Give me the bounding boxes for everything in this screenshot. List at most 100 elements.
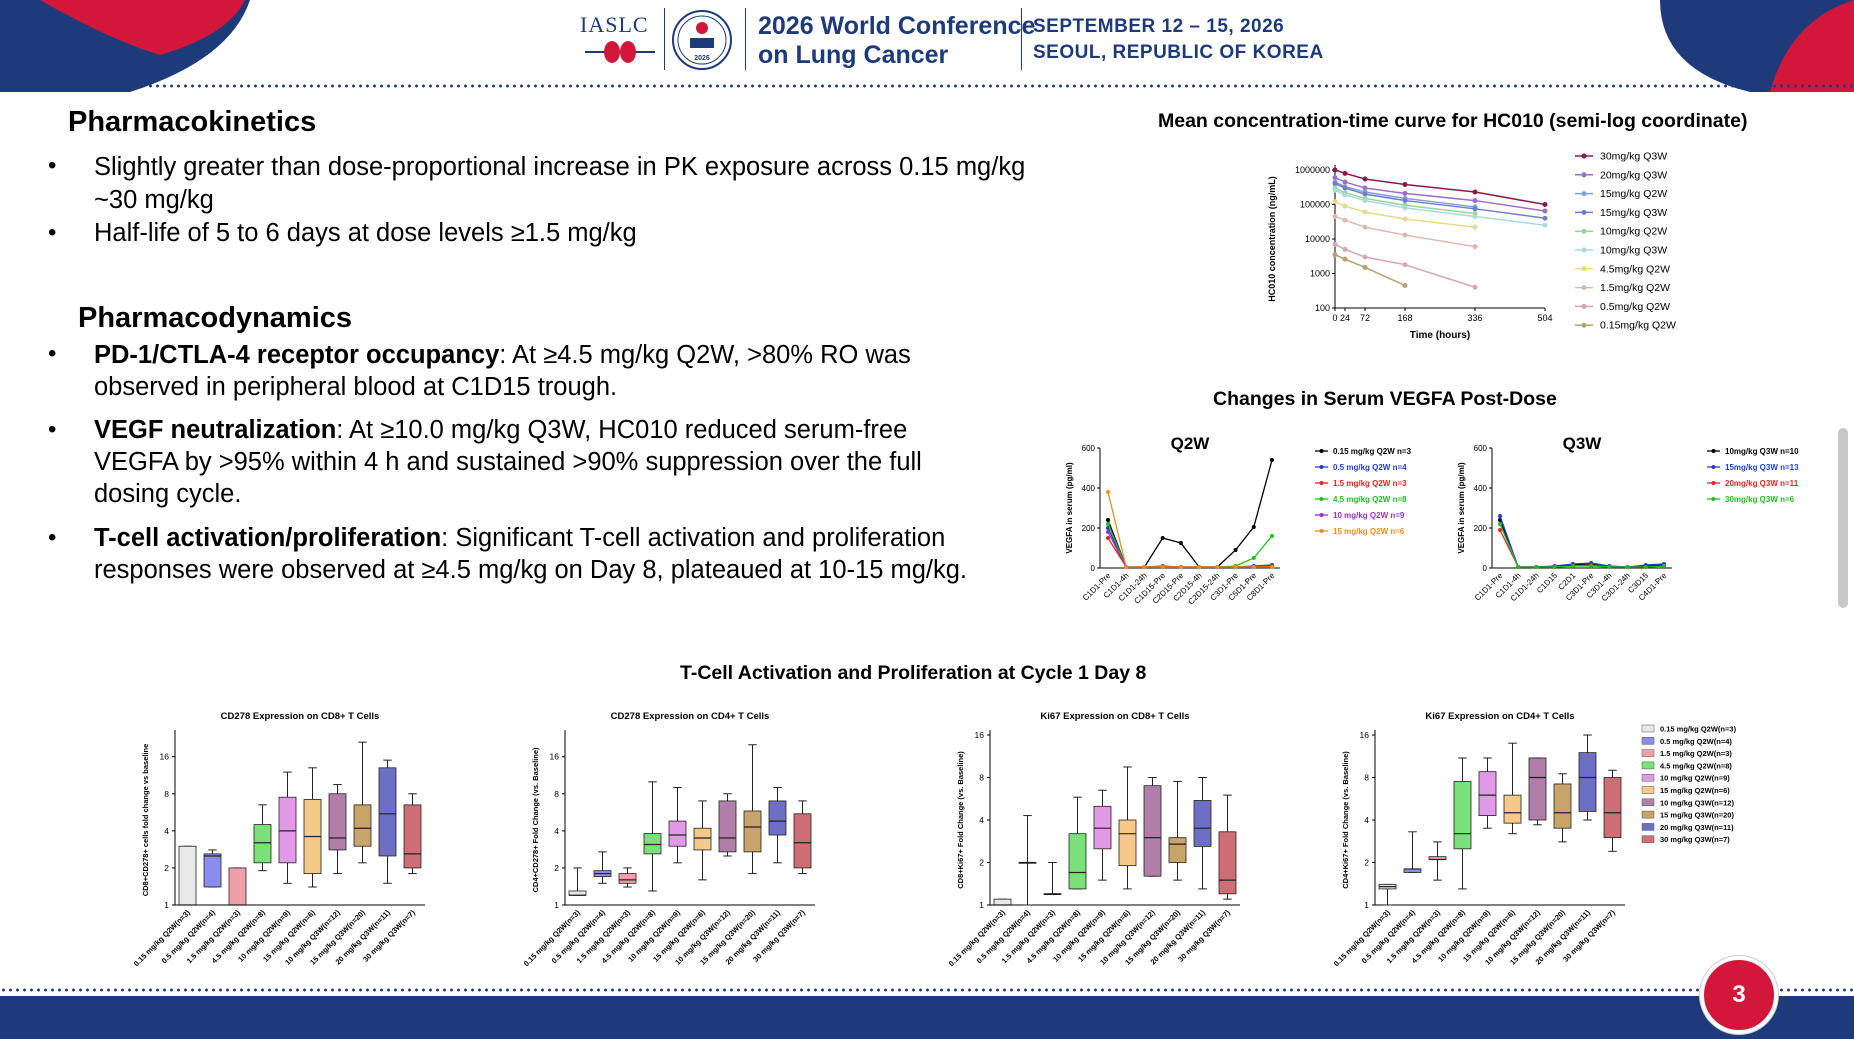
header-divider-2 — [745, 8, 746, 70]
data-point — [1332, 181, 1338, 187]
legend-marker — [1581, 303, 1587, 309]
lungs-icon — [585, 41, 655, 63]
x-tick-label: 168 — [1397, 313, 1412, 323]
data-point — [1270, 565, 1274, 569]
data-point — [1362, 254, 1368, 260]
legend-swatch — [1641, 749, 1655, 757]
legend-swatch — [1641, 737, 1655, 745]
box-body — [643, 833, 662, 855]
data-point — [1362, 185, 1368, 191]
pd-bullet-2-line2: VEGFA by >95% within 4 h and sustained >… — [94, 448, 922, 476]
legend-marker — [1581, 172, 1587, 178]
box-body — [1478, 771, 1497, 816]
y-tick-label: 4 — [554, 826, 559, 836]
legend-label: 10 mg/kg Q2W n=9 — [1333, 511, 1405, 520]
data-point — [1342, 203, 1348, 209]
left-corner-decoration — [0, 0, 250, 92]
x-tick-label: 72 — [1360, 313, 1370, 323]
series-line — [1499, 515, 1665, 568]
legend-label: 15mg/kg Q2W — [1600, 188, 1667, 200]
y-axis-title: VEGFA in serum (pg/ml) — [1065, 462, 1074, 554]
legend-swatch — [1641, 724, 1655, 733]
y-tick-label: 8 — [554, 789, 559, 799]
conference-dates: SEPTEMBER 12 – 15, 2026 — [1033, 16, 1285, 37]
data-point — [1402, 216, 1408, 222]
box-body — [718, 800, 737, 853]
y-tick-label: 8 — [979, 773, 984, 783]
right-corner-decoration — [1660, 0, 1854, 92]
bullet-marker: • — [48, 524, 57, 551]
data-point — [1251, 525, 1256, 529]
data-point — [1332, 241, 1338, 247]
box-body — [993, 898, 1012, 906]
bullet-marker: • — [48, 340, 57, 367]
legend-label: 0.15mg/kg Q2W — [1600, 320, 1676, 332]
box-body — [1143, 785, 1162, 877]
y-tick-label: 16 — [550, 752, 560, 762]
box-body — [1068, 833, 1087, 890]
data-point — [1251, 565, 1256, 569]
data-point — [1332, 213, 1338, 219]
data-point — [1402, 190, 1408, 196]
y-tick-label: 1 — [554, 900, 559, 910]
pk-title: Pharmacokinetics — [68, 106, 317, 138]
legend-marker — [1711, 497, 1716, 501]
data-point — [1362, 264, 1368, 270]
data-point — [1233, 548, 1238, 552]
data-point — [1402, 232, 1408, 238]
y-tick-label: 2 — [979, 858, 984, 868]
conference-header: IASLC 2026 2026 World Conference on Lung… — [0, 0, 1854, 92]
legend-swatch — [1641, 773, 1655, 782]
data-point — [1106, 530, 1110, 534]
data-point — [1342, 170, 1348, 176]
legend-label: 4.5 mg/kg Q2W n=8 — [1333, 495, 1407, 504]
box-body — [278, 796, 297, 864]
pk-bullet-2: Half-life of 5 to 6 days at dose levels … — [94, 219, 637, 247]
legend-label: 10 mg/kg Q2W(n=9) — [1660, 774, 1730, 783]
box-body — [1168, 837, 1187, 863]
legend-label: 10mg/kg Q3W n=10 — [1725, 447, 1799, 456]
data-point — [1251, 556, 1256, 560]
legend-marker — [1581, 228, 1587, 234]
cd278-cd4-chart: CD278 Expression on CD4+ T Cells 1 2 4 8 16 CD… — [522, 711, 815, 968]
y-tick-label: 8 — [164, 789, 169, 799]
box-body — [253, 824, 272, 864]
ki67-cd8-chart: Ki67 Expression on CD8+ T Cells 1 2 4 8 16 CD8… — [947, 711, 1240, 968]
page-number-badge: 3 — [1700, 956, 1778, 1034]
data-point — [1106, 490, 1110, 494]
legend-label: 20mg/kg Q3W — [1600, 169, 1667, 181]
footer-bar — [0, 996, 1854, 1039]
legend-marker — [1711, 481, 1716, 485]
data-point — [1570, 564, 1575, 568]
legend-label: 0.5 mg/kg Q2W(n=4) — [1660, 737, 1732, 746]
legend-swatch — [1641, 786, 1655, 794]
pd-bullet-1-line2: observed in peripheral blood at C1D15 tr… — [94, 373, 618, 401]
cd278-cd8-chart: CD278 Expression on CD8+ T Cells 1 2 4 8 16 CD… — [132, 711, 425, 968]
legend-swatch — [1641, 810, 1655, 819]
y-tick-label: 0 — [1091, 564, 1096, 573]
y-axis-title: CD8+Ki67+ Fold Change (vs. Baseline) — [956, 751, 965, 889]
data-point — [1106, 522, 1110, 526]
series-line — [1334, 254, 1406, 287]
legend-label: 0.15 mg/kg Q2W n=3 — [1333, 447, 1412, 456]
data-point — [1472, 224, 1478, 230]
data-point — [1332, 167, 1338, 173]
legend-marker — [1319, 497, 1324, 501]
y-axis-title: CD4+Ki67+ Fold Change (vs. Baseline) — [1341, 751, 1350, 889]
data-point — [1534, 565, 1539, 569]
box-body — [1528, 757, 1547, 821]
legend-label: 1.5 mg/kg Q2W(n=3) — [1660, 749, 1732, 758]
legend-marker — [1581, 322, 1587, 328]
box-body — [793, 813, 812, 869]
box-body — [403, 804, 422, 869]
legend-label: 20 mg/kg Q3W(n=11) — [1660, 823, 1734, 832]
legend-label: 30 mg/kg Q3W(n=7) — [1660, 835, 1730, 844]
y-tick-label: 1 — [164, 900, 169, 910]
y-tick-label: 200 — [1474, 524, 1488, 533]
data-point — [1643, 565, 1648, 569]
scrollbar-thumb[interactable] — [1838, 428, 1848, 608]
legend-label: 10 mg/kg Q3W(n=12) — [1660, 798, 1734, 807]
bullet-marker: • — [48, 219, 57, 246]
box-body — [228, 867, 247, 906]
box-body — [1093, 805, 1112, 850]
